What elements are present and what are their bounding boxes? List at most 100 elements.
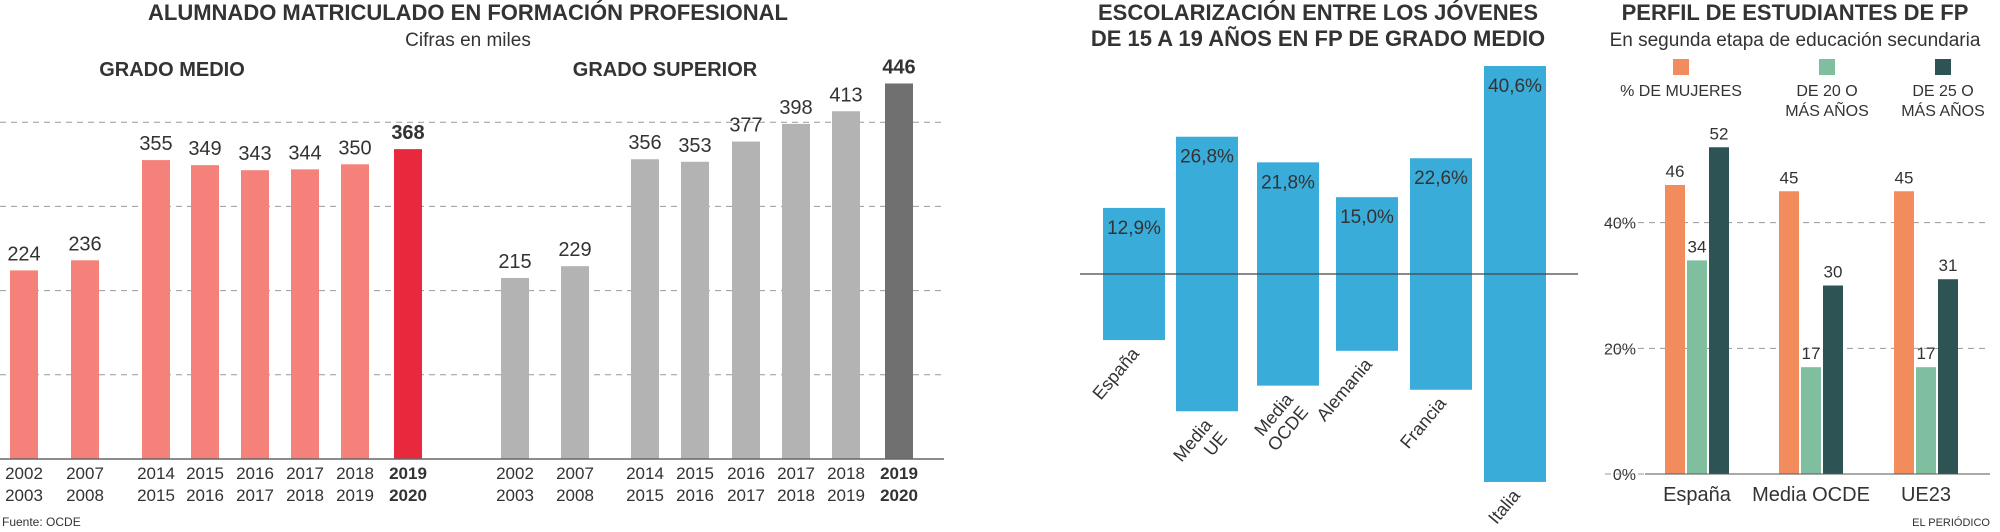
- value-label: 446: [882, 56, 915, 78]
- panel-title: GRADO MEDIO: [99, 59, 245, 81]
- bar: [394, 149, 422, 460]
- x-tick-label: 2017: [727, 486, 765, 505]
- value-label: 30: [1824, 263, 1843, 282]
- value-label: 17: [1917, 344, 1936, 363]
- x-tick-label: 2017: [236, 486, 274, 505]
- legend-swatch: [1673, 59, 1689, 75]
- bar: [1916, 367, 1936, 474]
- value-label: 413: [829, 84, 862, 106]
- value-label: 356: [628, 132, 661, 154]
- value-label: 236: [68, 233, 101, 255]
- x-tick-label: 2019: [336, 486, 374, 505]
- value-label: 353: [678, 135, 711, 157]
- x-tick-label: 2020: [880, 486, 918, 505]
- x-tick-label: Francia: [1396, 393, 1451, 453]
- credit: EL PERIÓDICO: [1912, 516, 1990, 529]
- value-label: 344: [288, 142, 321, 164]
- x-tick-label-line: Italia: [1484, 485, 1524, 528]
- value-label: 12,9%: [1107, 218, 1161, 239]
- y-tick-label: 20%: [1604, 341, 1636, 358]
- x-tick-label: 2003: [5, 486, 43, 505]
- bar: [832, 111, 860, 459]
- bar: [885, 83, 913, 459]
- bar: [732, 141, 760, 460]
- value-label: 22,6%: [1414, 168, 1468, 189]
- value-label: 349: [188, 138, 221, 160]
- legend-swatch: [1935, 59, 1951, 75]
- x-tick-label-line: Francia: [1396, 393, 1451, 453]
- x-tick-label: 2015: [186, 464, 224, 483]
- bar: [341, 164, 369, 460]
- value-label: 15,0%: [1340, 207, 1394, 228]
- x-tick-label: 2019: [827, 486, 865, 505]
- value-label: 21,8%: [1261, 172, 1315, 193]
- y-tick-label: 40%: [1604, 216, 1636, 233]
- x-tick-label: UE23: [1901, 484, 1951, 506]
- x-tick-label: Italia: [1484, 485, 1524, 528]
- value-label: 368: [391, 122, 424, 144]
- bar: [291, 169, 319, 460]
- x-tick-label: 2014: [137, 464, 175, 483]
- x-tick-label: 2016: [727, 464, 765, 483]
- bar: [1938, 279, 1958, 474]
- bar: [1823, 285, 1843, 474]
- x-tick-label: 2003: [496, 486, 534, 505]
- x-tick-label: 2019: [389, 464, 427, 483]
- bar: [10, 270, 38, 459]
- x-tick-label: 2015: [137, 486, 175, 505]
- bar: [191, 165, 219, 459]
- x-tick-label: 2008: [66, 486, 104, 505]
- x-tick-label: MediaUE: [1169, 414, 1232, 478]
- bar: [1687, 260, 1707, 474]
- value-label: 355: [139, 133, 172, 155]
- x-tick-label: 2016: [676, 486, 714, 505]
- value-label: 215: [498, 251, 531, 273]
- x-tick-label: 2007: [66, 464, 104, 483]
- x-tick-label: 2019: [880, 464, 918, 483]
- x-tick-label: España: [1663, 484, 1732, 506]
- value-label: 31: [1939, 256, 1958, 275]
- legend-label: % DE MUJERES: [1620, 83, 1742, 100]
- x-tick-label: 2016: [236, 464, 274, 483]
- x-tick-label: Media OCDE: [1752, 484, 1870, 506]
- value-label: 45: [1895, 168, 1914, 187]
- chart-title: DE 15 A 19 AÑOS EN FP DE GRADO MEDIO: [1091, 26, 1545, 51]
- value-label: 40,6%: [1488, 76, 1542, 97]
- x-tick-label: España: [1088, 343, 1143, 403]
- bar: [71, 260, 99, 459]
- bar: [1665, 184, 1685, 474]
- chart-subtitle: En segunda etapa de educación secundaria: [1610, 30, 1981, 51]
- bar: [561, 266, 589, 459]
- x-tick-label: 2016: [186, 486, 224, 505]
- x-tick-label: 2020: [389, 486, 427, 505]
- x-tick-label: 2018: [827, 464, 865, 483]
- x-tick-label: 2017: [777, 464, 815, 483]
- chart-title: ALUMNADO MATRICULADO EN FORMACIÓN PROFES…: [148, 0, 788, 25]
- value-label: 343: [238, 143, 271, 165]
- bar: [1894, 191, 1914, 474]
- value-label: 398: [779, 97, 812, 119]
- x-tick-label: 2002: [5, 464, 43, 483]
- x-tick-label: 2002: [496, 464, 534, 483]
- value-label: 46: [1666, 162, 1685, 181]
- x-tick-label-line: Alemania: [1313, 354, 1377, 425]
- x-tick-label: 2015: [626, 486, 664, 505]
- value-label: 229: [558, 239, 591, 261]
- value-label: 26,8%: [1180, 147, 1234, 168]
- x-tick-label: 2014: [626, 464, 664, 483]
- panel-title: GRADO SUPERIOR: [573, 59, 758, 81]
- bar: [782, 123, 810, 459]
- x-tick-label: 2018: [777, 486, 815, 505]
- legend-swatch: [1819, 59, 1835, 75]
- x-tick-label: 2018: [286, 486, 324, 505]
- x-tick-label-line: España: [1088, 343, 1143, 403]
- bar: [681, 161, 709, 460]
- value-label: 377: [729, 115, 762, 137]
- legend-label: DE 20 O MÁS AÑOS: [1785, 83, 1869, 120]
- x-tick-label: 2017: [286, 464, 324, 483]
- value-label: 17: [1802, 344, 1821, 363]
- x-tick-label: 2015: [676, 464, 714, 483]
- x-tick-label: 2008: [556, 486, 594, 505]
